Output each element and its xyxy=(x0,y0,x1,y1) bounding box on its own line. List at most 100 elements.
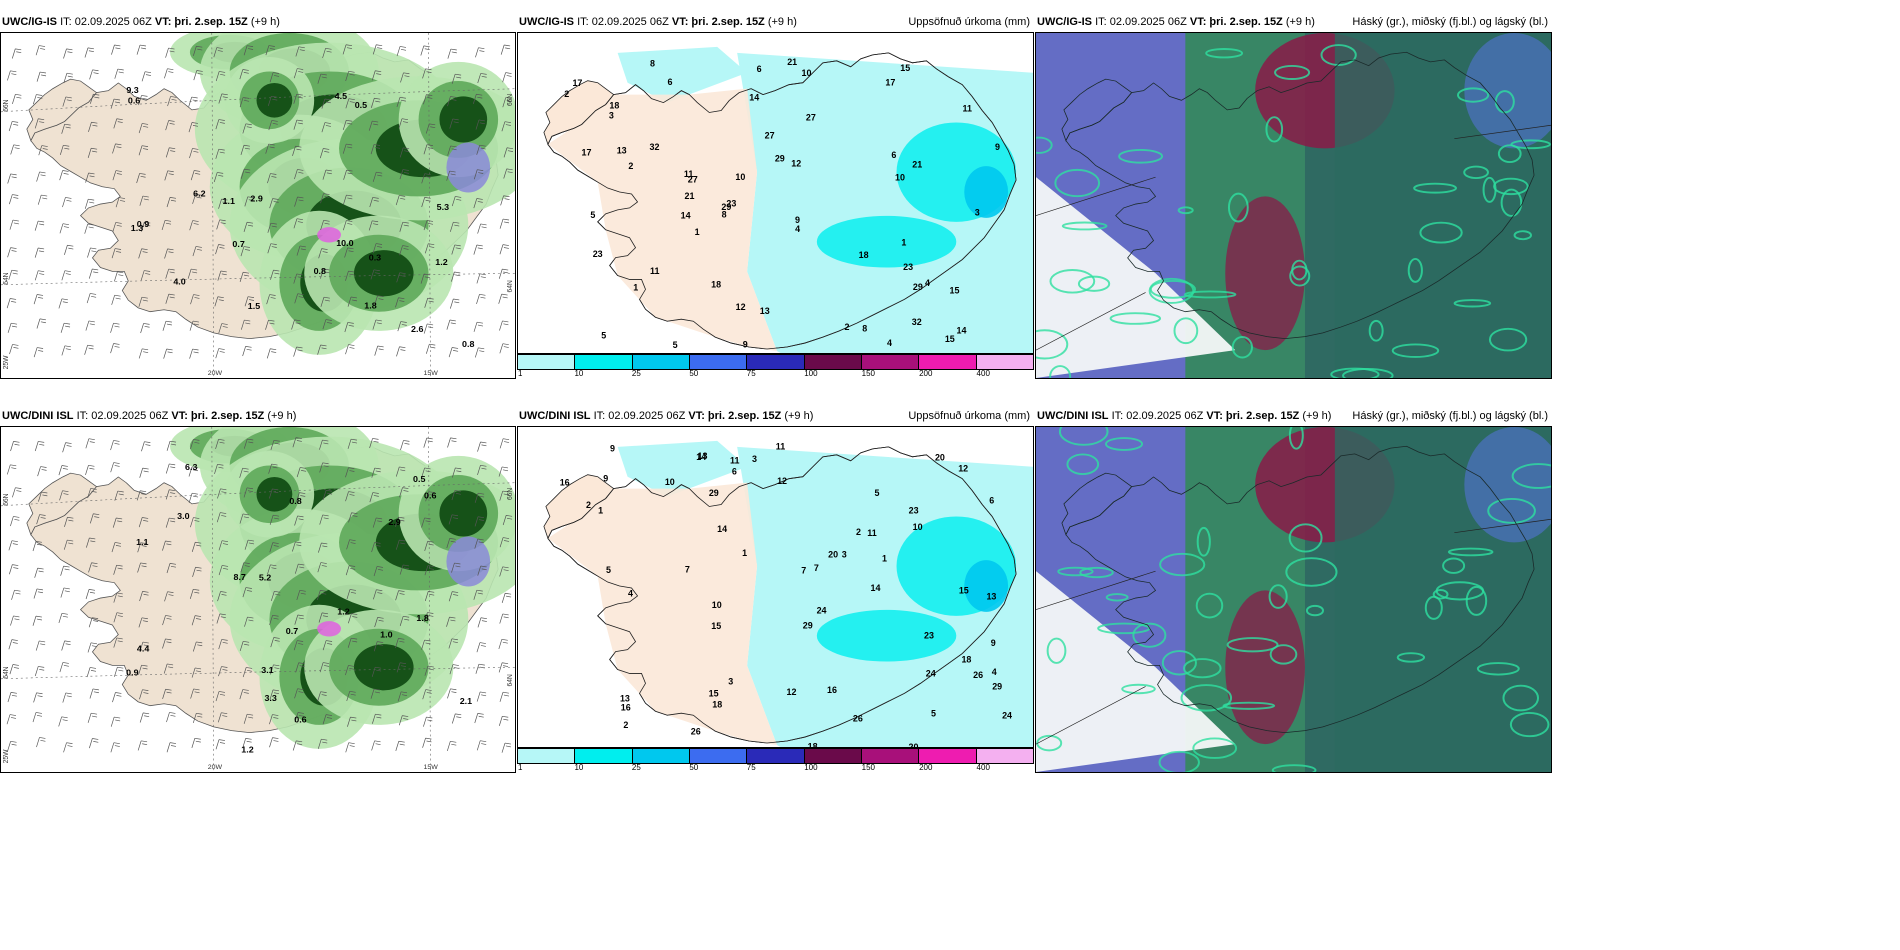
init-time: IT: 02.09.2025 06Z xyxy=(1095,16,1187,28)
colorbar-tick: 1 xyxy=(518,763,523,772)
snow-value-label: 0.5 xyxy=(413,474,426,484)
precip-value-label: 29 xyxy=(913,282,923,292)
colorbar-tick: 400 xyxy=(976,369,990,378)
model-name: UWC/IG-IS xyxy=(519,16,574,28)
precip-value-label: 6 xyxy=(667,77,672,87)
precip-value-label: 9 xyxy=(991,638,996,648)
init-time: IT: 02.09.2025 06Z xyxy=(76,410,169,422)
precip-value-label: 24 xyxy=(1002,711,1012,721)
snow-value-label: 2.9 xyxy=(388,517,401,527)
valid-time: VT: þri. 2.sep. 15Z xyxy=(671,16,765,28)
precip-value-label: 4 xyxy=(795,224,800,234)
colorbar-tick: 75 xyxy=(746,763,756,772)
map-panel-snow: UWC/IG-IS IT: 02.09.2025 06Z VT: þri. 2.… xyxy=(0,12,516,380)
snow-value-label: 2.1 xyxy=(460,696,473,706)
colorbar-tick: 10 xyxy=(574,369,584,378)
precip-value-label: 1 xyxy=(598,506,603,516)
precip-value-label: 29 xyxy=(775,154,785,164)
colorbar-tick: 200 xyxy=(919,369,933,378)
precip-value-label: 12 xyxy=(791,159,801,169)
snow-value-label: 1.1 xyxy=(223,196,236,206)
axis-label-66n-right: 66N xyxy=(507,94,514,106)
lead-time: (+9 h) xyxy=(1285,16,1315,28)
precip-value-label: 23 xyxy=(726,199,736,209)
panel-header: UWC/IG-IS IT: 02.09.2025 06Z VT: þri. 2.… xyxy=(517,12,1034,32)
snow-value-label: 0.9 xyxy=(137,219,150,229)
map-panel-cloud: UWC/IG-IS IT: 02.09.2025 06Z VT: þri. 2.… xyxy=(1035,12,1552,380)
precip-value-label: 9 xyxy=(603,474,608,484)
map-area: 1 2 3 5 7 9 10 11 12 13 14 15 16 18 20 24 26 29 23 6 4 1 2 3 5 7 9… xyxy=(517,426,1034,748)
snow-value-label: 0.5 xyxy=(355,100,368,110)
snow-value-label: 1.1 xyxy=(136,537,149,547)
precip-value-label: 14 xyxy=(870,583,880,593)
precip-value-label: 12 xyxy=(736,302,746,312)
colorbar-swatch xyxy=(861,355,920,369)
colorbar-tick: 1 xyxy=(518,369,523,378)
panel-header: UWC/IG-IS IT: 02.09.2025 06Z VT: þri. 2.… xyxy=(0,12,516,32)
colorbar-swatch xyxy=(747,749,805,763)
precip-value-label: 13 xyxy=(620,694,630,704)
map-canvas: 0.5 0.6 0.9 1.1 1.3 2.6 2.9 4.5 5.3 6.2 9.3 10.0 4.0… xyxy=(1,33,515,378)
colorbar-swatch xyxy=(804,355,862,369)
init-time: IT: 02.09.2025 06Z xyxy=(60,16,152,28)
cloud-shading xyxy=(1036,33,1551,378)
precip-value-label: 32 xyxy=(912,317,922,327)
precip-value-label: 12 xyxy=(915,352,925,353)
colorbar-swatch xyxy=(747,355,805,369)
precip-value-label: 15 xyxy=(959,585,969,595)
colorbar-swatch xyxy=(976,355,1033,369)
colorbar-tick: 150 xyxy=(861,369,876,378)
panel-header: UWC/DINI ISL IT: 02.09.2025 06Z VT: þri.… xyxy=(0,406,516,426)
wind-barbs xyxy=(6,44,514,359)
colorbar-tick: 50 xyxy=(689,763,699,772)
precip-value-label: 15 xyxy=(711,621,721,631)
panel-header: UWC/IG-IS IT: 02.09.2025 06Z VT: þri. 2.… xyxy=(1035,12,1552,32)
lead-time: (+9 h) xyxy=(267,410,297,422)
axis-label-15w: 15W xyxy=(424,764,439,771)
valid-time: VT: þri. 2.sep. 15Z xyxy=(688,410,782,422)
precip-value-label: 2 xyxy=(628,161,633,171)
panel-field-title: Uppsöfnuð úrkoma (mm) xyxy=(908,410,1030,422)
snow-value-label: 2.9 xyxy=(250,194,263,204)
colorbar-tick: 25 xyxy=(631,369,641,378)
colorbar-swatch xyxy=(689,355,748,369)
colorbar-swatch xyxy=(518,355,576,369)
map-panel-cloud: UWC/DINI ISL IT: 02.09.2025 06Z VT: þri.… xyxy=(1035,406,1552,774)
init-time: IT: 02.09.2025 06Z xyxy=(577,16,669,28)
precip-value-label: 10 xyxy=(895,173,905,183)
precip-value-label: 8 xyxy=(722,209,727,219)
snow-value-label: 6.2 xyxy=(193,188,206,198)
snow-value-label: 1.3 xyxy=(131,223,144,233)
precip-value-label: 5 xyxy=(931,708,936,718)
colorbar-tick: 400 xyxy=(976,763,990,772)
map-canvas: 1245689101112141517182123272932133124568… xyxy=(518,33,1033,353)
axis-label-66n-right: 66N xyxy=(507,488,514,500)
valid-time: VT: þri. 2.sep. 15Z xyxy=(171,410,265,422)
precip-value-label: 14 xyxy=(717,524,727,534)
precip-value-label: 3 xyxy=(609,110,614,120)
colorbar-tick: 25 xyxy=(631,763,641,772)
snow-value-label: 1.2 xyxy=(435,257,448,267)
precip-shading xyxy=(617,46,1033,353)
snow-value-label: 3.3 xyxy=(264,693,277,703)
model-name: UWC/IG-IS xyxy=(1037,16,1092,28)
precip-value-label: 2 xyxy=(844,322,849,332)
precip-value-label: 26 xyxy=(691,727,701,737)
panel-field-title: Háský (gr.), miðský (fj.bl.) og lágský (… xyxy=(1352,16,1548,28)
precip-value-label: 10 xyxy=(735,172,745,182)
snow-shading xyxy=(170,33,515,355)
precip-value-label: 3 xyxy=(842,550,847,560)
precip-value-label: 26 xyxy=(853,713,863,723)
colorbar-swatch xyxy=(804,749,862,763)
snow-value-label: 0.7 xyxy=(286,626,299,636)
precip-value-label: 23 xyxy=(903,262,913,272)
panel-title: UWC/IG-IS IT: 02.09.2025 06Z VT: þri. 2.… xyxy=(1037,12,1315,32)
snow-value-label: 0.9 xyxy=(126,668,139,678)
map-area xyxy=(1035,32,1552,379)
precip-value-label: 8 xyxy=(650,58,655,68)
colorbar-swatch xyxy=(976,749,1033,763)
snow-value-label: 0.6 xyxy=(424,491,437,501)
snow-value-labels: 0.5 0.6 0.9 1.1 1.3 2.6 2.9 4.5 5.3 6.2 9.3 10.0 4.0… xyxy=(126,85,474,349)
precip-value-label: 3 xyxy=(752,454,757,464)
